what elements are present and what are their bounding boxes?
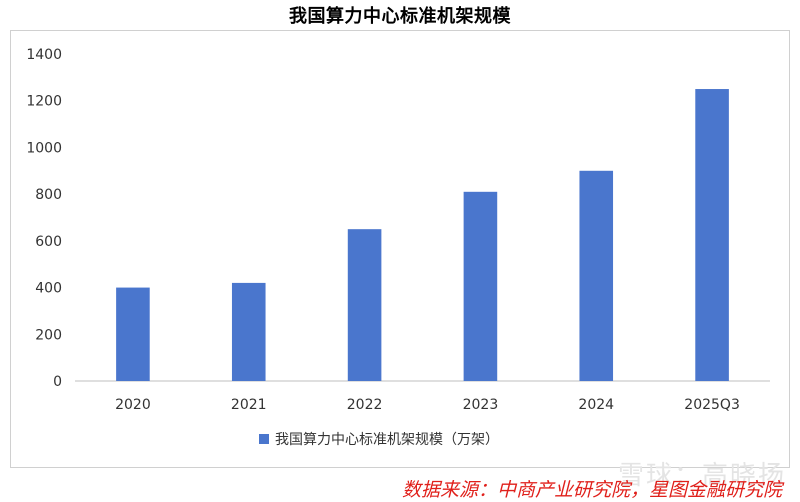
watermark: 雪球：高晓扬 (617, 461, 786, 491)
bar (463, 191, 498, 381)
y-tick-label: 800 (35, 187, 62, 203)
y-tick-label: 1400 (26, 47, 62, 63)
y-tick-label: 0 (53, 374, 62, 390)
source-note: 数据来源：中商产业研究院，星图金融研究院 (401, 479, 782, 501)
bar (695, 89, 729, 382)
y-tick-label: 1200 (26, 94, 62, 110)
bar (347, 229, 382, 381)
legend-swatch (259, 434, 269, 444)
x-tick-label: 2025Q3 (684, 397, 740, 413)
bar (231, 282, 266, 381)
bar-chart: 0 200 400 600 800 1000 1200 1400 2020 2021 2022 202… (26, 47, 770, 448)
x-tick-label: 2024 (578, 397, 614, 413)
chart-title: 我国算力中心标准机架规模 (289, 6, 511, 27)
legend-label: 我国算力中心标准机架规模（万架） (275, 432, 499, 448)
x-tick-label: 2022 (347, 397, 383, 413)
bar (579, 170, 614, 381)
x-tick-label: 2020 (115, 397, 151, 413)
x-tick-label: 2023 (463, 397, 499, 413)
chart-frame (10, 30, 790, 468)
y-tick-label: 600 (35, 234, 62, 250)
y-tick-label: 1000 (26, 140, 62, 156)
x-tick-label: 2021 (231, 397, 267, 413)
y-tick-label: 400 (35, 281, 62, 297)
bar (116, 287, 150, 381)
y-tick-label: 200 (35, 327, 62, 343)
